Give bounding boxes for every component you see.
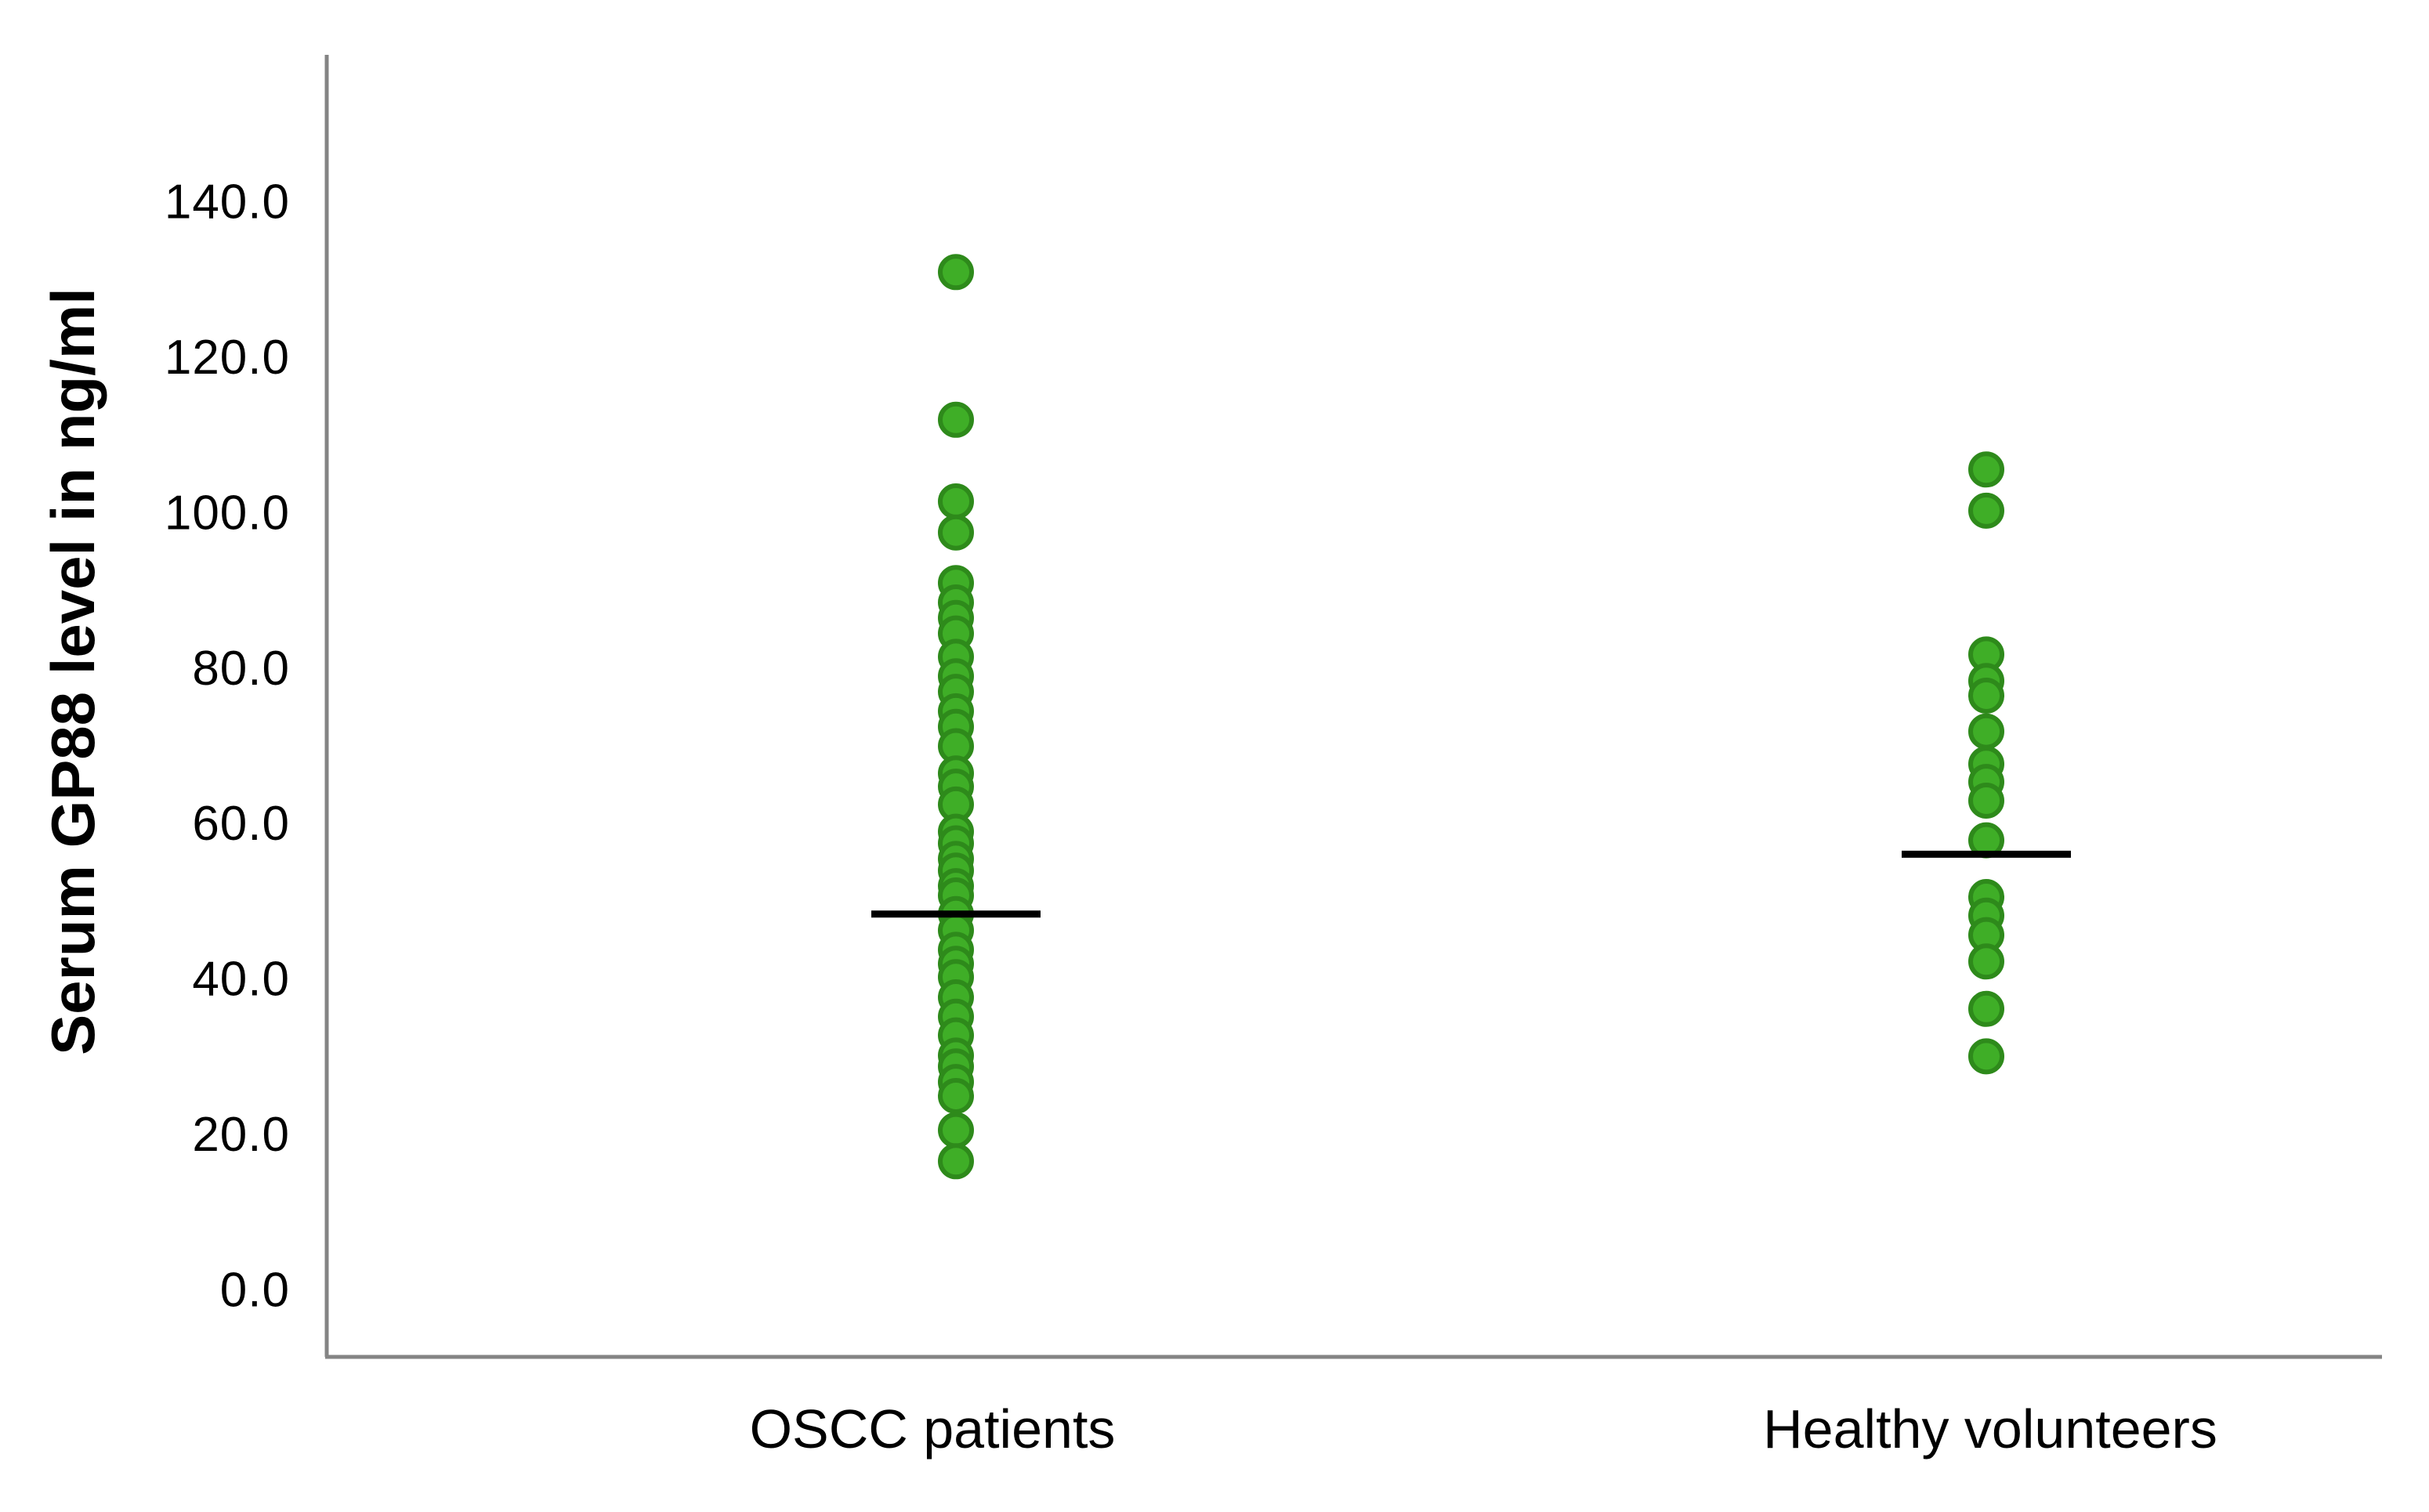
y-tick-label: 20.0 [192,1108,290,1162]
x-category-label-healthy: Healthy volunteers [1763,1398,2217,1460]
x-category-label-oscc: OSCC patients [750,1398,1116,1460]
data-point [938,514,974,551]
data-point [1968,492,2004,529]
data-point [1968,678,2004,714]
data-points [938,254,2004,1180]
data-point [938,401,974,438]
data-point [1968,943,2004,980]
mean-lines [871,850,2071,918]
y-tick-label: 80.0 [192,642,290,696]
data-point [1968,783,2004,819]
data-point [1968,451,2004,488]
y-tick-label: 0.0 [220,1264,290,1318]
y-tick-label: 60.0 [192,797,290,851]
data-point [938,254,974,291]
data-point [938,1143,974,1180]
y-tick-label: 140.0 [165,175,290,230]
y-tick-label: 40.0 [192,953,290,1007]
y-axis-title: Serum GP88 level in ng/ml [38,288,107,1055]
data-point [938,483,974,519]
y-tick-label: 120.0 [165,331,290,385]
data-point [938,1078,974,1114]
y-tick-labels: 0.0 20.0 40.0 60.0 80.0 100.0 120.0 140.0 [165,175,290,1318]
data-point [1968,990,2004,1027]
data-point [938,1112,974,1148]
data-point [1968,713,2004,750]
data-point [1968,1038,2004,1075]
y-tick-label: 100.0 [165,486,290,540]
